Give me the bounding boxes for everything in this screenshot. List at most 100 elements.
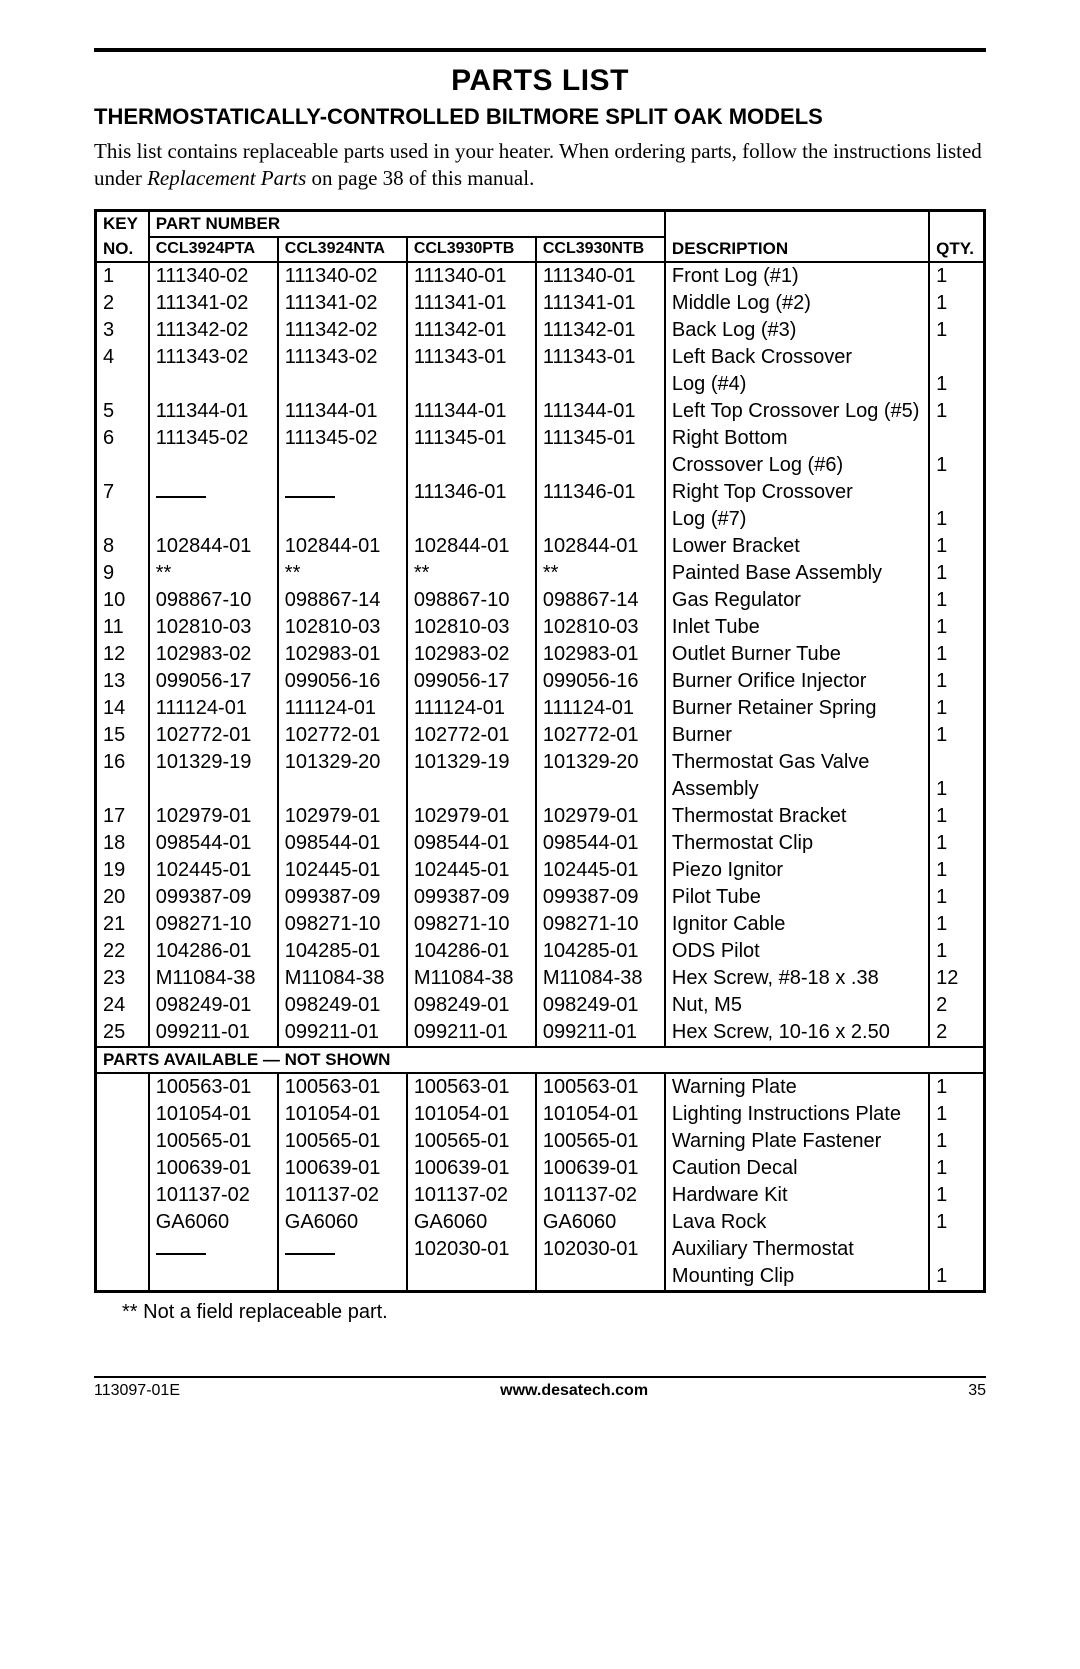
cell-part-3: 099387-09 bbox=[536, 884, 665, 911]
cell-part-3: 111344-01 bbox=[536, 398, 665, 425]
cell-part-1: M11084-38 bbox=[278, 965, 407, 992]
cell-part-3: 102979-01 bbox=[536, 803, 665, 830]
cell-description: Right Top Crossover bbox=[665, 479, 929, 506]
cell-part-0 bbox=[149, 371, 278, 398]
cell-description: Hardware Kit bbox=[665, 1182, 929, 1209]
footer-right: 35 bbox=[968, 1382, 986, 1400]
cell-part-1: 111344-01 bbox=[278, 398, 407, 425]
cell-part-1: 099387-09 bbox=[278, 884, 407, 911]
table-row: 7111346-01111346-01Right Top Crossover bbox=[96, 479, 985, 506]
cell-part-3: 102772-01 bbox=[536, 722, 665, 749]
cell-part-2: 100639-01 bbox=[407, 1155, 536, 1182]
cell-qty: 1 bbox=[929, 938, 984, 965]
dash-icon bbox=[156, 496, 206, 498]
table-row: 16101329-19101329-20101329-19101329-20Th… bbox=[96, 749, 985, 776]
dash-icon bbox=[156, 1253, 206, 1255]
cell-qty: 1 bbox=[929, 1073, 984, 1101]
cell-qty: 1 bbox=[929, 587, 984, 614]
cell-qty: 1 bbox=[929, 317, 984, 344]
cell-part-1: 100565-01 bbox=[278, 1128, 407, 1155]
cell-key: 25 bbox=[96, 1019, 149, 1047]
cell-part-2: 111341-01 bbox=[407, 290, 536, 317]
cell-key bbox=[96, 1182, 149, 1209]
cell-part-2: 102983-02 bbox=[407, 641, 536, 668]
cell-key bbox=[96, 506, 149, 533]
cell-part-2: 111344-01 bbox=[407, 398, 536, 425]
cell-part-1 bbox=[278, 371, 407, 398]
top-rule bbox=[94, 48, 986, 52]
cell-part-3 bbox=[536, 452, 665, 479]
cell-description: Burner bbox=[665, 722, 929, 749]
cell-part-3: ** bbox=[536, 560, 665, 587]
cell-part-0 bbox=[149, 479, 278, 506]
section2-header: PARTS AVAILABLE — NOT SHOWN bbox=[96, 1047, 985, 1073]
dash-icon bbox=[285, 496, 335, 498]
cell-part-3: 111341-01 bbox=[536, 290, 665, 317]
cell-part-2: 101054-01 bbox=[407, 1101, 536, 1128]
cell-part-0: 098544-01 bbox=[149, 830, 278, 857]
cell-key bbox=[96, 1209, 149, 1236]
cell-part-1: ** bbox=[278, 560, 407, 587]
table-row: 100565-01100565-01100565-01100565-01Warn… bbox=[96, 1128, 985, 1155]
cell-qty: 1 bbox=[929, 371, 984, 398]
cell-key: 16 bbox=[96, 749, 149, 776]
table-section2-head: PARTS AVAILABLE — NOT SHOWN bbox=[96, 1047, 985, 1073]
cell-part-2: GA6060 bbox=[407, 1209, 536, 1236]
cell-part-2: 101137-02 bbox=[407, 1182, 536, 1209]
cell-part-3: GA6060 bbox=[536, 1209, 665, 1236]
cell-description: Thermostat Bracket bbox=[665, 803, 929, 830]
cell-part-3 bbox=[536, 371, 665, 398]
cell-part-2 bbox=[407, 776, 536, 803]
table-row: 10098867-10098867-14098867-10098867-14Ga… bbox=[96, 587, 985, 614]
cell-part-3: 099056-16 bbox=[536, 668, 665, 695]
cell-part-2: 102030-01 bbox=[407, 1236, 536, 1263]
cell-part-2 bbox=[407, 1263, 536, 1292]
cell-part-1: 102445-01 bbox=[278, 857, 407, 884]
table-row: 20099387-09099387-09099387-09099387-09Pi… bbox=[96, 884, 985, 911]
cell-part-0: 111124-01 bbox=[149, 695, 278, 722]
cell-part-3: 102983-01 bbox=[536, 641, 665, 668]
intro-italic: Replacement Parts bbox=[147, 166, 306, 190]
table-row: 22104286-01104285-01104286-01104285-01OD… bbox=[96, 938, 985, 965]
table-row: 4111343-02111343-02111343-01111343-01Lef… bbox=[96, 344, 985, 371]
cell-part-0 bbox=[149, 1263, 278, 1292]
cell-description: Thermostat Gas Valve bbox=[665, 749, 929, 776]
cell-part-1 bbox=[278, 1236, 407, 1263]
cell-key: 21 bbox=[96, 911, 149, 938]
cell-part-3: 111343-01 bbox=[536, 344, 665, 371]
cell-key: 3 bbox=[96, 317, 149, 344]
cell-description: Log (#4) bbox=[665, 371, 929, 398]
cell-part-0: 111342-02 bbox=[149, 317, 278, 344]
cell-key: 10 bbox=[96, 587, 149, 614]
cell-part-3: 101137-02 bbox=[536, 1182, 665, 1209]
cell-part-2: 099056-17 bbox=[407, 668, 536, 695]
cell-key: 12 bbox=[96, 641, 149, 668]
th-model-1: CCL3924NTA bbox=[278, 237, 407, 262]
cell-part-2: 098867-10 bbox=[407, 587, 536, 614]
cell-qty: 1 bbox=[929, 695, 984, 722]
th-key-top: KEY bbox=[96, 210, 149, 237]
cell-part-0: 100639-01 bbox=[149, 1155, 278, 1182]
footer-center: www.desatech.com bbox=[500, 1382, 648, 1400]
cell-key bbox=[96, 1101, 149, 1128]
cell-description: Left Back Crossover bbox=[665, 344, 929, 371]
cell-part-2: 099387-09 bbox=[407, 884, 536, 911]
cell-qty: 1 bbox=[929, 614, 984, 641]
cell-qty: 1 bbox=[929, 830, 984, 857]
cell-description: Lighting Instructions Plate bbox=[665, 1101, 929, 1128]
cell-part-2: 102979-01 bbox=[407, 803, 536, 830]
table-row: 19102445-01102445-01102445-01102445-01Pi… bbox=[96, 857, 985, 884]
cell-part-0: 111345-02 bbox=[149, 425, 278, 452]
cell-part-2: 102445-01 bbox=[407, 857, 536, 884]
cell-qty: 1 bbox=[929, 857, 984, 884]
cell-qty: 1 bbox=[929, 1263, 984, 1292]
table-row: 13099056-17099056-16099056-17099056-16Bu… bbox=[96, 668, 985, 695]
cell-description: Lower Bracket bbox=[665, 533, 929, 560]
table-row: Log (#4)1 bbox=[96, 371, 985, 398]
cell-part-0 bbox=[149, 776, 278, 803]
cell-part-3: 100639-01 bbox=[536, 1155, 665, 1182]
cell-qty: 1 bbox=[929, 452, 984, 479]
cell-part-1 bbox=[278, 1263, 407, 1292]
th-empty-desc bbox=[665, 210, 929, 237]
cell-part-2: 111342-01 bbox=[407, 317, 536, 344]
